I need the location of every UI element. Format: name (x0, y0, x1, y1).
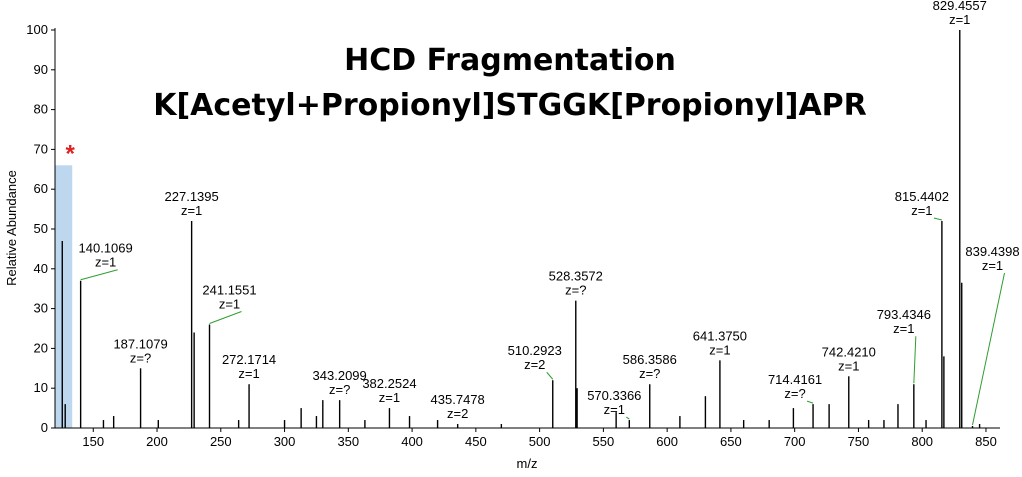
chart-title: HCD Fragmentation (344, 43, 676, 78)
peak-charge-label: z=1 (238, 366, 259, 381)
peak-charge-label: z=2 (447, 406, 468, 421)
x-tick-label: 550 (593, 434, 615, 449)
peak-charge-label: z=1 (709, 342, 730, 357)
peak-mz-label: 140.1069 (79, 241, 133, 256)
y-tick-label: 100 (26, 22, 48, 37)
leader-line (80, 269, 118, 281)
leader-line (913, 336, 917, 384)
peak-mz-label: 435.7478 (431, 392, 485, 407)
peak-mz-label: 382.2524 (362, 376, 416, 391)
y-tick-label: 80 (34, 102, 48, 117)
leader-line (626, 416, 630, 420)
peak-mz-label: 570.3366 (587, 388, 641, 403)
leader-line (546, 371, 554, 380)
peak-charge-label: z=1 (95, 255, 116, 270)
peak-mz-label: 586.3586 (623, 352, 677, 367)
peak-mz-label: 793.4346 (877, 307, 931, 322)
peak-mz-label: 528.3572 (549, 269, 603, 284)
peak-charge-label: z=1 (838, 358, 859, 373)
peak-charge-label: z=1 (911, 203, 932, 218)
leader-line (972, 272, 1005, 426)
x-tick-label: 300 (274, 434, 296, 449)
leader-line (209, 311, 242, 324)
peak-charge-label: z=? (329, 382, 350, 397)
x-tick-label: 400 (401, 434, 423, 449)
peak-charge-label: z=2 (524, 357, 545, 372)
x-tick-label: 800 (911, 434, 933, 449)
x-tick-label: 750 (848, 434, 870, 449)
peak-mz-label: 510.2923 (508, 343, 562, 358)
peak-mz-label: 829.4557 (933, 0, 987, 13)
peak-charge-label: z=1 (604, 402, 625, 417)
peak-mz-label: 343.2099 (313, 368, 367, 383)
peak-charge-label: z=1 (379, 390, 400, 405)
x-tick-label: 700 (784, 434, 806, 449)
y-tick-label: 70 (34, 141, 48, 156)
peak-charge-label: z=1 (893, 321, 914, 336)
peak-charge-label: z=1 (949, 12, 970, 27)
y-tick-label: 50 (34, 221, 48, 236)
y-tick-label: 10 (34, 380, 48, 395)
x-axis-label: m/z (517, 456, 538, 471)
y-tick-label: 60 (34, 181, 48, 196)
peak-mz-label: 187.1079 (113, 336, 167, 351)
x-tick-label: 650 (720, 434, 742, 449)
x-tick-label: 350 (337, 434, 359, 449)
peak-charge-label: z=? (565, 283, 586, 298)
x-tick-label: 600 (656, 434, 678, 449)
peak-charge-label: z=1 (181, 203, 202, 218)
peak-mz-label: 815.4402 (895, 189, 949, 204)
peak-charge-label: z=? (130, 350, 151, 365)
peak-charge-label: z=1 (219, 297, 240, 312)
highlight-marker: * (66, 140, 76, 167)
y-tick-label: 30 (34, 301, 48, 316)
peak-charge-label: z=1 (982, 258, 1003, 273)
y-tick-label: 0 (41, 420, 48, 435)
peak-mz-label: 839.4398 (965, 244, 1019, 259)
x-tick-label: 150 (82, 434, 104, 449)
peak-mz-label: 714.4161 (768, 372, 822, 387)
highlight-region (55, 165, 73, 428)
peak-charge-label: z=? (784, 386, 805, 401)
peak-mz-label: 272.1714 (222, 352, 276, 367)
x-tick-label: 500 (529, 434, 551, 449)
y-axis-label: Relative Abundance (4, 170, 19, 286)
x-tick-label: 850 (975, 434, 997, 449)
y-tick-label: 90 (34, 62, 48, 77)
y-tick-label: 20 (34, 340, 48, 355)
leader-line (933, 217, 943, 221)
chart-subtitle: K[Acetyl+Propionyl]STGGK[Propionyl]APR (153, 88, 867, 123)
x-tick-label: 250 (210, 434, 232, 449)
peak-mz-label: 241.1551 (202, 283, 256, 298)
peak-charge-label: z=? (639, 366, 660, 381)
x-tick-label: 450 (465, 434, 487, 449)
peak-mz-label: 641.3750 (693, 328, 747, 343)
peak-mz-label: 227.1395 (165, 189, 219, 204)
peak-mz-label: 742.4210 (822, 344, 876, 359)
leader-line (806, 400, 814, 404)
y-tick-label: 40 (34, 261, 48, 276)
x-tick-label: 200 (146, 434, 168, 449)
